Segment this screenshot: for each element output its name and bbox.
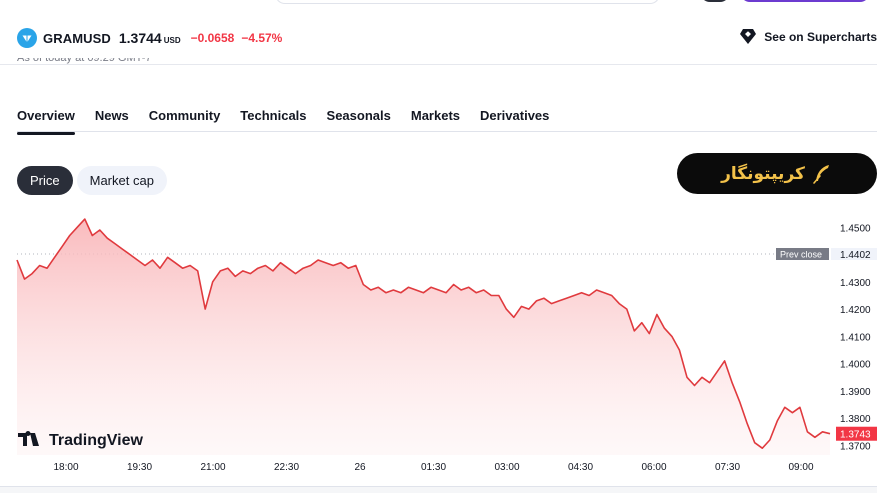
gram-logo-icon: [17, 28, 37, 48]
top-toolbar-remnant: [0, 0, 877, 6]
prev-close-label: Prev close 1.4402: [776, 248, 877, 261]
top-search-box[interactable]: [275, 0, 660, 4]
price-line: [16, 218, 831, 449]
price-button[interactable]: Price: [17, 166, 73, 195]
price-change: −0.0658: [190, 31, 235, 45]
symbol-name: GRAMUSD: [43, 30, 111, 46]
x-tick-1: 19:30: [127, 462, 152, 473]
last-price-value: 1.3743: [840, 430, 871, 441]
y-axis: 1.4500 1.4300 1.4200 1.4100 1.4000 1.3900 1.38…: [840, 223, 871, 452]
tab-technicals[interactable]: Technicals: [240, 108, 307, 123]
current-price: 1.3744: [118, 30, 162, 46]
last-price-label: 1.3743: [836, 426, 877, 441]
y-tick-0: 1.4500: [840, 223, 871, 234]
as-of-timestamp: As of today at 09:29 GMT-7: [17, 58, 152, 64]
y-tick-6: 1.3800: [840, 414, 871, 425]
crypto-negar-banner[interactable]: کریپتونگار: [677, 153, 877, 194]
x-tick-5: 01:30: [421, 462, 446, 473]
tradingview-watermark: TradingView: [18, 431, 144, 449]
top-upgrade-button[interactable]: [740, 0, 870, 2]
feather-pen-icon: [813, 164, 829, 184]
section-tabs: Overview News Community Technicals Seaso…: [17, 108, 569, 135]
prev-close-value-tag: [831, 248, 877, 260]
x-tick-7: 04:30: [568, 462, 593, 473]
prev-close-tag: [776, 248, 829, 260]
supercharts-gem-icon: [740, 29, 757, 44]
tab-community[interactable]: Community: [148, 108, 221, 123]
y-tick-7: 1.3700: [840, 441, 871, 452]
header-divider: [0, 64, 877, 65]
chart-mode-toggle: Price Market cap: [17, 166, 171, 195]
y-tick-3: 1.4100: [840, 332, 871, 343]
tradingview-wordmark: TradingView: [49, 432, 144, 449]
x-tick-0: 18:00: [53, 462, 78, 473]
x-axis: 18:00 19:30 21:00 22:30 26 01:30 03:00 04:30 06:…: [53, 462, 813, 473]
symbol-header: GRAMUSD 1.3744 USD −0.0658 −4.57%: [17, 27, 282, 49]
x-tick-6: 03:00: [494, 462, 519, 473]
y-tick-4: 1.4000: [840, 360, 871, 371]
price-chart[interactable]: 1.4500 1.4300 1.4200 1.4100 1.4000 1.3900 1.38…: [0, 200, 877, 493]
x-tick-8: 06:00: [641, 462, 666, 473]
last-price-tag: [836, 426, 877, 441]
price-currency: USD: [163, 35, 181, 45]
tradingview-logo-icon: [18, 431, 39, 446]
market-cap-button[interactable]: Market cap: [76, 166, 167, 195]
price-area-fill: [17, 219, 830, 455]
prev-close-value: 1.4402: [840, 250, 871, 261]
bottom-strip: [0, 486, 877, 493]
banner-text: کریپتونگار: [721, 163, 805, 184]
x-tick-2: 21:00: [200, 462, 225, 473]
tabs-divider: [17, 131, 877, 132]
y-tick-5: 1.3900: [840, 387, 871, 398]
y-tick-1: 1.4300: [840, 278, 871, 289]
x-tick-10: 09:00: [788, 462, 813, 473]
tab-overview[interactable]: Overview: [17, 108, 75, 135]
tab-markets[interactable]: Markets: [410, 108, 460, 123]
tab-derivatives[interactable]: Derivatives: [480, 108, 550, 123]
prev-close-text: Prev close: [780, 250, 822, 260]
x-tick-3: 22:30: [274, 462, 299, 473]
see-on-supercharts-link[interactable]: See on Supercharts: [739, 28, 877, 45]
tab-news[interactable]: News: [94, 108, 129, 123]
price-change-percent: −4.57%: [241, 31, 283, 45]
top-avatar[interactable]: [700, 0, 730, 2]
x-tick-9: 07:30: [715, 462, 740, 473]
tab-seasonals[interactable]: Seasonals: [326, 108, 391, 123]
x-tick-4: 26: [354, 462, 366, 473]
y-tick-2: 1.4200: [840, 305, 871, 316]
supercharts-label: See on Supercharts: [764, 29, 877, 44]
